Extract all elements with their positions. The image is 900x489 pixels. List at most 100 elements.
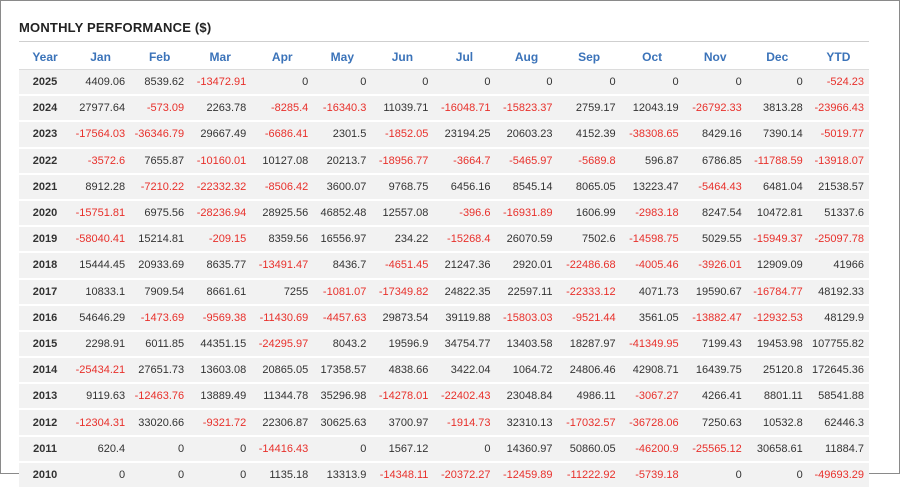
year-cell: 2013	[19, 384, 72, 411]
month-value-cell: 28925.56	[251, 201, 314, 228]
month-value-cell: -4005.46	[620, 253, 684, 280]
month-value-cell: 29873.54	[371, 306, 434, 332]
month-value-cell: 7255	[251, 280, 314, 306]
year-cell: 2021	[19, 175, 72, 201]
month-value-cell: 7655.87	[130, 149, 190, 175]
month-value-cell: -38308.65	[620, 122, 684, 149]
month-value-cell: 11039.71	[371, 96, 434, 123]
month-value-cell: -24295.97	[251, 332, 314, 359]
month-value-cell: -18956.77	[371, 149, 434, 175]
month-value-cell: -17032.57	[557, 410, 621, 437]
ytd-cell: -23966.43	[807, 96, 869, 123]
month-value-cell: 14360.97	[495, 437, 558, 463]
month-value-cell: -12932.53	[746, 306, 808, 332]
column-header-sep: Sep	[557, 45, 621, 70]
month-value-cell: 12557.08	[371, 201, 434, 228]
month-value-cell: 7199.43	[683, 332, 747, 359]
column-header-jan: Jan	[71, 45, 131, 70]
month-value-cell: 6786.85	[683, 149, 747, 175]
month-value-cell: -16931.89	[495, 201, 558, 228]
month-value-cell: -25565.12	[683, 437, 747, 463]
month-value-cell: 0	[433, 70, 496, 97]
header-row: Year Jan Feb Mar Apr May Jun Jul Aug Sep Oct Nov Dec…	[19, 45, 869, 70]
month-value-cell: -13472.91	[189, 70, 252, 97]
month-value-cell: 35296.98	[313, 384, 372, 411]
ytd-cell: -25097.78	[807, 227, 869, 254]
month-value-cell: 22306.87	[251, 410, 314, 437]
month-value-cell: 13403.58	[495, 332, 558, 359]
year-cell: 2022	[19, 149, 72, 175]
column-header-jul: Jul	[433, 45, 496, 70]
month-value-cell: 19596.9	[371, 332, 434, 359]
title-divider	[19, 41, 869, 42]
month-value-cell: 33020.66	[130, 410, 190, 437]
ytd-cell: 48192.33	[807, 280, 869, 306]
month-value-cell: -5739.18	[620, 463, 684, 489]
month-value-cell: -20372.27	[433, 463, 496, 489]
month-value-cell: -573.09	[130, 96, 190, 123]
month-value-cell: 23048.84	[495, 384, 558, 411]
ytd-cell: -13918.07	[807, 149, 869, 175]
table-row: 2015 2298.91 6011.85 44351.15 -24295.97 8043.…	[19, 331, 869, 359]
table-row: 2024 27977.64 -573.09 2263.78 -8285.4 -16340.…	[19, 96, 869, 123]
table-row: 2014 -25434.21 27651.73 13603.08 20865.05 173…	[19, 358, 869, 385]
ytd-cell: 51337.6	[807, 201, 869, 228]
month-value-cell: 6456.16	[433, 175, 496, 201]
column-header-nov: Nov	[683, 45, 747, 70]
month-value-cell: 0	[251, 70, 314, 97]
month-value-cell: -3572.6	[71, 149, 131, 175]
month-value-cell: -16784.77	[746, 280, 808, 306]
column-header-ytd: YTD	[807, 45, 869, 70]
month-value-cell: 1135.18	[251, 463, 314, 489]
month-value-cell: 234.22	[371, 227, 434, 254]
month-value-cell: 19590.67	[683, 280, 747, 306]
month-value-cell: 46852.48	[313, 201, 372, 228]
month-value-cell: -11430.69	[251, 306, 314, 332]
month-value-cell: -11222.92	[557, 463, 621, 489]
month-value-cell: 0	[130, 437, 190, 463]
month-value-cell: -16340.3	[313, 96, 372, 123]
ytd-cell: 107755.82	[807, 332, 869, 359]
month-value-cell: 8545.14	[495, 175, 558, 201]
month-value-cell: 9119.63	[71, 384, 131, 411]
month-value-cell: 11344.78	[251, 384, 314, 411]
month-value-cell: 620.4	[71, 437, 131, 463]
month-value-cell: 7250.63	[683, 410, 747, 437]
month-value-cell: -12459.89	[495, 463, 558, 489]
month-value-cell: -46200.9	[620, 437, 684, 463]
month-value-cell: 17358.57	[313, 358, 372, 385]
table-row: 2016 54646.29 -1473.69 -9569.38 -11430.69 -44…	[19, 305, 869, 332]
month-value-cell: 1606.99	[557, 201, 621, 228]
month-value-cell: 2759.17	[557, 96, 621, 123]
month-value-cell: -11788.59	[746, 149, 808, 175]
table-row: 2017 10833.1 7909.54 8661.61 7255 -1081.07 -17…	[19, 279, 869, 306]
month-value-cell: -3664.7	[433, 149, 496, 175]
month-value-cell: -15751.81	[71, 201, 131, 228]
month-value-cell: 13223.47	[620, 175, 684, 201]
month-value-cell: -14278.01	[371, 384, 434, 411]
month-value-cell: 8635.77	[189, 253, 252, 280]
month-value-cell: 4838.66	[371, 358, 434, 385]
ytd-cell: 48129.9	[807, 306, 869, 332]
month-value-cell: 20933.69	[130, 253, 190, 280]
month-value-cell: 8436.7	[313, 253, 372, 280]
year-cell: 2023	[19, 122, 72, 149]
table-row: 2013 9119.63 -12463.76 13889.49 11344.78 3529…	[19, 384, 869, 411]
table-body: 2025 4409.06 8539.62 -13472.91 0 0 0 0 0 0 0 0 0 -524…	[19, 70, 869, 489]
month-value-cell: 29667.49	[189, 122, 252, 149]
month-value-cell: -28236.94	[189, 201, 252, 228]
table-row: 2021 8912.28 -7210.22 -22332.32 -8506.42 3600…	[19, 174, 869, 201]
year-cell: 2018	[19, 253, 72, 280]
month-value-cell: 0	[620, 70, 684, 97]
year-cell: 2017	[19, 280, 72, 306]
month-value-cell: 4071.73	[620, 280, 684, 306]
month-value-cell: 0	[557, 70, 621, 97]
month-value-cell: -41349.95	[620, 332, 684, 359]
month-value-cell: -22486.68	[557, 253, 621, 280]
month-value-cell: 4986.11	[557, 384, 621, 411]
ytd-cell: -5019.77	[807, 122, 869, 149]
month-value-cell: 18287.97	[557, 332, 621, 359]
month-value-cell: -209.15	[189, 227, 252, 254]
month-value-cell: -14598.75	[620, 227, 684, 254]
month-value-cell: -36346.79	[130, 122, 190, 149]
